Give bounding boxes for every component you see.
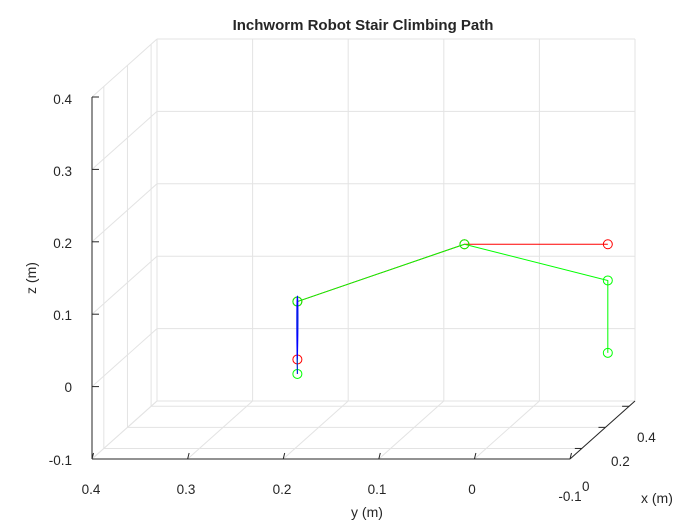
back-pane-left bbox=[92, 40, 157, 459]
z-tick-label: 0 bbox=[64, 380, 72, 395]
data-point-marker bbox=[602, 239, 613, 250]
y-tick-label: 0.3 bbox=[177, 482, 196, 497]
y-tick-mark bbox=[282, 452, 286, 460]
x-tick-label: 0 bbox=[582, 479, 590, 494]
z-tick-label: 0.2 bbox=[53, 236, 72, 251]
grid-line bbox=[474, 400, 540, 460]
y-tick-label: 0.4 bbox=[82, 482, 101, 497]
grid-line bbox=[187, 400, 253, 460]
z-tick-label: 0.4 bbox=[53, 92, 72, 107]
grid-line bbox=[378, 400, 445, 460]
data-point-marker bbox=[459, 239, 470, 250]
z-tick-label: -0.1 bbox=[49, 453, 72, 468]
grid-line bbox=[91, 111, 158, 170]
z-axis-label: z (m) bbox=[23, 262, 39, 294]
series-line-1 bbox=[296, 243, 609, 374]
axes-panes bbox=[92, 40, 635, 459]
x-tick-label: 0.2 bbox=[611, 454, 630, 469]
grid-line bbox=[91, 38, 158, 98]
grid-line bbox=[91, 328, 158, 387]
y-tick-label: 0 bbox=[468, 482, 476, 497]
grid-line bbox=[91, 400, 158, 460]
grid-line bbox=[91, 255, 158, 315]
y-axis-label: y (m) bbox=[351, 504, 383, 520]
y-tick-mark bbox=[378, 452, 381, 460]
x-axis-label: x (m) bbox=[641, 490, 673, 506]
back-pane-back bbox=[157, 40, 635, 401]
data-point-marker bbox=[602, 275, 613, 286]
z-tick-label: 0.1 bbox=[53, 308, 72, 323]
series-blue-arc bbox=[296, 295, 299, 374]
y-tick-label: -0.1 bbox=[558, 489, 581, 504]
grid-line bbox=[91, 183, 158, 243]
y-tick-mark bbox=[569, 452, 572, 460]
grid-lines bbox=[91, 38, 636, 460]
z-tick-label: 0.3 bbox=[53, 164, 72, 179]
grid-line bbox=[282, 400, 349, 460]
y-tick-label: 0.2 bbox=[273, 482, 292, 497]
y-tick-mark bbox=[187, 452, 190, 460]
x-tick-label: 0.4 bbox=[637, 430, 656, 445]
x-axis-line bbox=[569, 400, 636, 460]
y-tick-mark bbox=[473, 452, 477, 460]
tick-labels: 0.4 0.3 0.2 0.1 0 -0.1 0.4 0.3 0.2 0.1 0… bbox=[49, 92, 657, 504]
data-point-marker bbox=[602, 347, 613, 358]
axes-lines bbox=[91, 96, 636, 460]
y-tick-label: 0.1 bbox=[368, 482, 387, 497]
y-tick-mark bbox=[91, 452, 94, 460]
chart-title: Inchworm Robot Stair Climbing Path bbox=[233, 17, 494, 34]
plot-area bbox=[292, 239, 613, 379]
